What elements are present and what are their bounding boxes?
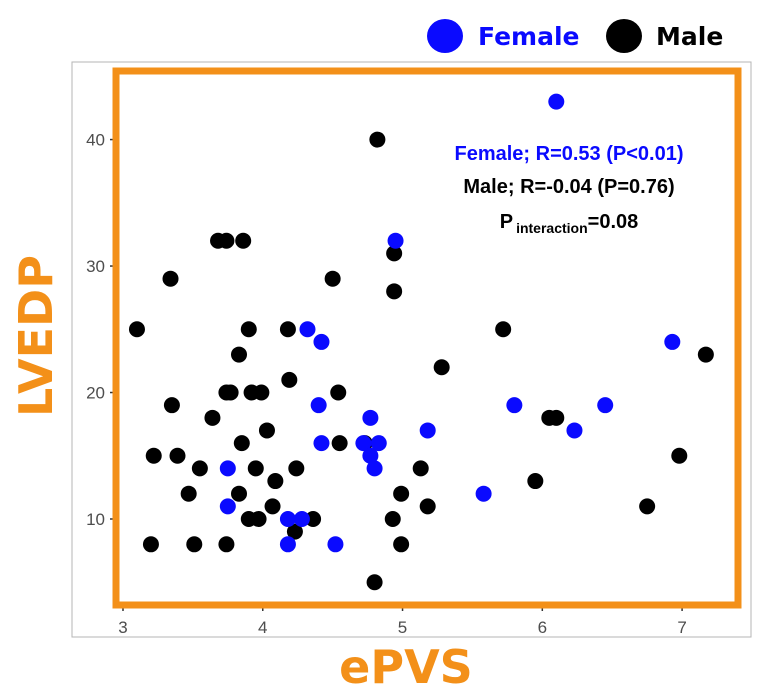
y-tick-label: 10: [86, 510, 105, 529]
male-data-point: [386, 283, 403, 300]
male-data-point: [128, 321, 145, 338]
male-data-point: [231, 346, 248, 363]
x-tick-label: 7: [677, 618, 686, 637]
y-tick-label: 20: [86, 384, 105, 403]
female-data-point: [566, 422, 583, 439]
male-data-point: [281, 371, 298, 388]
female-data-point: [355, 435, 372, 452]
male-data-point: [369, 131, 386, 148]
female-data-point: [362, 447, 379, 464]
male-data-point: [393, 485, 410, 502]
female-data-point: [387, 232, 404, 249]
highlight-frame: [112, 67, 742, 609]
male-data-point: [671, 447, 688, 464]
x-tick-label: 3: [118, 618, 127, 637]
male-data-point: [240, 321, 257, 338]
female-data-point: [419, 422, 436, 439]
male-data-point: [250, 510, 267, 527]
male-data-point: [393, 536, 410, 553]
male-data-point: [233, 435, 250, 452]
male-data-point: [253, 384, 270, 401]
male-data-point: [419, 498, 436, 515]
male-data-point: [180, 485, 197, 502]
male-data-point: [235, 232, 252, 249]
male-data-point: [218, 536, 235, 553]
female-data-point: [299, 321, 316, 338]
female-data-point: [475, 485, 492, 502]
male-data-point: [264, 498, 281, 515]
y-tick-label: 30: [86, 257, 105, 276]
male-data-point: [495, 321, 512, 338]
legend-male-label: Male: [656, 22, 723, 51]
annotation-male: Male; R=-0.04 (P=0.76): [463, 176, 674, 198]
male-data-point: [331, 435, 348, 452]
male-data-point: [163, 397, 180, 414]
female-data-point: [366, 460, 383, 477]
female-data-point: [370, 435, 387, 452]
axis-ticks: 3 4 5 6 7 10 20 30 40: [86, 131, 687, 637]
male-data-point: [258, 422, 275, 439]
female-data-point: [597, 397, 614, 414]
male-data-point: [247, 460, 264, 477]
male-data-point: [366, 574, 383, 591]
female-data-point: [313, 435, 330, 452]
male-data-point: [191, 460, 208, 477]
outer-panel-border: [71, 61, 752, 638]
male-data-point: [186, 536, 203, 553]
male-data-point: [330, 384, 347, 401]
male-data-point: [324, 270, 341, 287]
legend-female-marker: [427, 19, 463, 53]
male-data-point: [218, 232, 235, 249]
male-data-point: [204, 409, 221, 426]
female-data-point: [548, 93, 565, 110]
male-data-point: [305, 510, 322, 527]
y-tick-label: 40: [86, 131, 105, 150]
male-data-point: [267, 473, 284, 490]
female-data-point: [293, 510, 310, 527]
annotation-interaction-p: P: [500, 211, 513, 233]
male-data-point: [288, 460, 305, 477]
male-data-point: [169, 447, 186, 464]
male-data-point: [145, 447, 162, 464]
legend: Female Male: [427, 19, 723, 53]
annotation-interaction-value: =0.08: [588, 211, 639, 233]
male-data-point: [286, 523, 303, 540]
female-data-point: [219, 460, 236, 477]
female-data-point: [313, 333, 330, 350]
male-data-point: [386, 245, 403, 262]
male-data-point: [142, 536, 159, 553]
male-data-point: [527, 473, 544, 490]
y-axis-title: LVEDP: [9, 255, 63, 417]
male-data-point: [231, 485, 248, 502]
male-data-point: [433, 359, 450, 376]
male-data-point: [162, 270, 179, 287]
legend-male-marker: [606, 19, 642, 53]
male-data-point: [697, 346, 714, 363]
annotation-interaction-sub: interaction: [516, 220, 588, 236]
female-data-point: [506, 397, 523, 414]
male-data-point: [222, 384, 239, 401]
male-data-point: [384, 510, 401, 527]
x-tick-label: 5: [398, 618, 407, 637]
female-data-point: [310, 397, 327, 414]
annotation-female: Female; R=0.53 (P<0.01): [454, 143, 683, 165]
male-data-point: [412, 460, 429, 477]
male-data-point: [639, 498, 656, 515]
legend-female-label: Female: [478, 22, 579, 51]
female-data-point: [362, 409, 379, 426]
female-data-point: [279, 510, 296, 527]
male-data-point: [279, 321, 296, 338]
female-data-point: [664, 333, 681, 350]
data-points: [128, 93, 714, 591]
x-axis-title: ePVS: [339, 640, 473, 691]
female-data-point: [219, 498, 236, 515]
female-data-point: [327, 536, 344, 553]
x-tick-label: 4: [258, 618, 267, 637]
x-tick-label: 6: [538, 618, 547, 637]
female-data-point: [279, 536, 296, 553]
male-data-point: [548, 409, 565, 426]
